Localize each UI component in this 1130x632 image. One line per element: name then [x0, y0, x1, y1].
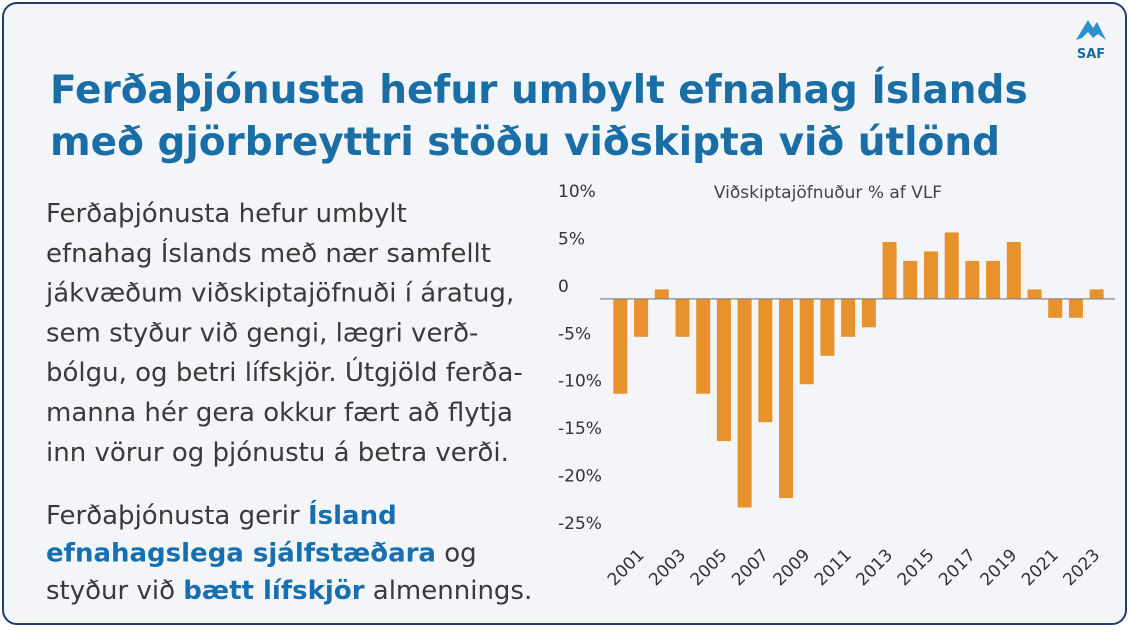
- y-tick-label: -15%: [558, 419, 602, 439]
- bar: [965, 260, 980, 299]
- bar: [903, 260, 918, 299]
- bar: [613, 298, 628, 394]
- y-tick-label: -5%: [558, 324, 591, 344]
- bar: [716, 298, 731, 442]
- bar: [841, 298, 856, 337]
- logo-mountain: [1076, 20, 1106, 40]
- bar: [923, 251, 938, 299]
- paragraph-line: jákvæðum viðskiptajöfnuði í áratug,: [45, 279, 514, 309]
- emphasis-bold: efnahagslega sjálfstæðara: [46, 539, 436, 569]
- paragraph-line: Ferðaþjónusta hefur umbylt: [46, 199, 407, 229]
- emphasis-line: styður við bætt lífskjör almennings.: [46, 576, 532, 606]
- paragraph-line: manna hér gera okkur fært að flytja: [46, 398, 513, 428]
- bar: [820, 298, 835, 356]
- y-tick-label: -25%: [558, 514, 602, 534]
- bar: [882, 241, 897, 299]
- y-tick-label: -10%: [558, 372, 602, 392]
- bar: [1048, 298, 1063, 318]
- paragraph-line: inn vörur og þjónustu á betra verði.: [46, 438, 509, 468]
- bar: [1006, 241, 1021, 299]
- emphasis-text: Ferðaþjónusta gerir: [46, 501, 308, 531]
- bar: [1068, 298, 1083, 318]
- bar: [737, 298, 752, 508]
- emphasis-bold: bætt lífskjör: [183, 576, 364, 606]
- paragraph-line: bólgu, og betri lífskjör. Útgjöld ferða-: [46, 356, 523, 388]
- bar: [654, 289, 669, 299]
- bar: [944, 232, 959, 299]
- y-tick-label: 0: [558, 277, 569, 297]
- logo-text: SAF: [1077, 47, 1105, 62]
- emphasis-line: Ferðaþjónusta gerir Ísland: [46, 499, 397, 531]
- y-tick-label: 10%: [558, 182, 596, 202]
- emphasis-text: og: [436, 539, 477, 569]
- emphasis-text: styður við: [46, 576, 183, 606]
- bar: [675, 298, 690, 337]
- logo: SAF: [1076, 20, 1106, 62]
- bar: [1027, 289, 1042, 299]
- y-tick-label: 5%: [558, 229, 585, 249]
- paragraph-line: efnahag Íslands með nær samfellt: [46, 237, 491, 269]
- paragraph-line: sem styður við gengi, lægri verð-: [46, 318, 478, 348]
- bar: [861, 298, 876, 328]
- title-line: með gjörbreyttri stöðu viðskipta við útl…: [50, 120, 1000, 165]
- bar: [799, 298, 814, 385]
- chart-title: Viðskiptajöfnuður % af VLF: [714, 183, 942, 203]
- bar: [696, 298, 711, 394]
- emphasis-text: almennings.: [365, 576, 533, 606]
- bar: [1089, 289, 1104, 299]
- emphasis-line: efnahagslega sjálfstæðara og: [46, 539, 477, 569]
- title-line: Ferðaþjónusta hefur umbylt efnahag Íslan…: [50, 66, 1028, 113]
- bar: [986, 260, 1001, 299]
- bar: [634, 298, 649, 337]
- bar: [758, 298, 773, 423]
- emphasis-bold: Ísland: [308, 499, 397, 531]
- y-tick-label: -20%: [558, 467, 602, 487]
- bar: [779, 298, 794, 499]
